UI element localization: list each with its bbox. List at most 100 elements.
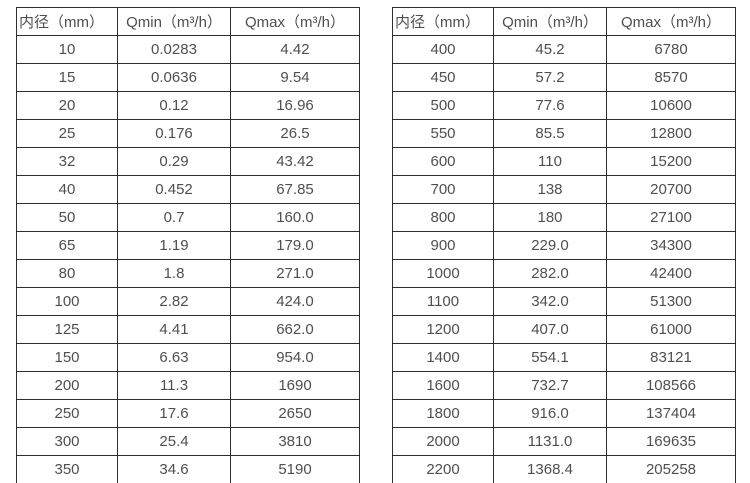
table-cell: 1400 bbox=[392, 343, 494, 372]
table-cell: 1131.0 bbox=[493, 427, 607, 456]
table-cell: 282.0 bbox=[493, 259, 607, 288]
table-row: 350 34.6 5190 bbox=[16, 455, 360, 483]
table-cell: 138 bbox=[493, 175, 607, 204]
table-cell: 5190 bbox=[230, 455, 360, 483]
flow-table-small-diameters: 内径（mm） Qmin（m³/h） Qmax（m³/h） 10 0.0283 4.4… bbox=[16, 7, 360, 483]
table-cell: 1000 bbox=[392, 259, 494, 288]
table-row: 700 138 20700 bbox=[392, 175, 736, 204]
header-inner-diameter: 内径（mm） bbox=[392, 7, 494, 36]
table-cell: 2000 bbox=[392, 427, 494, 456]
table-cell: 1368.4 bbox=[493, 455, 607, 483]
table-cell: 180 bbox=[493, 203, 607, 232]
table-cell: 1600 bbox=[392, 371, 494, 400]
table-cell: 900 bbox=[392, 231, 494, 260]
table-cell: 34300 bbox=[606, 231, 736, 260]
table-cell: 67.85 bbox=[230, 175, 360, 204]
table-cell: 450 bbox=[392, 63, 494, 92]
table-cell: 1.19 bbox=[117, 231, 231, 260]
table-cell: 100 bbox=[16, 287, 118, 316]
table-cell: 1800 bbox=[392, 399, 494, 428]
table-cell: 169635 bbox=[606, 427, 736, 456]
table-cell: 9.54 bbox=[230, 63, 360, 92]
table-row: 80 1.8 271.0 bbox=[16, 259, 360, 288]
table-header-row: 内径（mm） Qmin（m³/h） Qmax（m³/h） bbox=[392, 7, 736, 36]
table-cell: 27100 bbox=[606, 203, 736, 232]
table-row: 150 6.63 954.0 bbox=[16, 343, 360, 372]
table-row: 200 11.3 1690 bbox=[16, 371, 360, 400]
table-body-right: 400 45.2 6780 450 57.2 8570 500 77.6 10600 550 85.… bbox=[392, 35, 736, 483]
table-cell: 11.3 bbox=[117, 371, 231, 400]
table-cell: 229.0 bbox=[493, 231, 607, 260]
table-cell: 45.2 bbox=[493, 35, 607, 64]
table-cell: 0.12 bbox=[117, 91, 231, 120]
table-cell: 250 bbox=[16, 399, 118, 428]
table-cell: 0.176 bbox=[117, 119, 231, 148]
table-cell: 80 bbox=[16, 259, 118, 288]
table-cell: 2.82 bbox=[117, 287, 231, 316]
table-cell: 108566 bbox=[606, 371, 736, 400]
table-cell: 50 bbox=[16, 203, 118, 232]
table-row: 1400 554.1 83121 bbox=[392, 343, 736, 372]
table-cell: 85.5 bbox=[493, 119, 607, 148]
table-cell: 32 bbox=[16, 147, 118, 176]
table-cell: 15200 bbox=[606, 147, 736, 176]
table-cell: 271.0 bbox=[230, 259, 360, 288]
table-cell: 200 bbox=[16, 371, 118, 400]
table-cell: 8570 bbox=[606, 63, 736, 92]
table-row: 800 180 27100 bbox=[392, 203, 736, 232]
table-cell: 4.41 bbox=[117, 315, 231, 344]
table-cell: 3810 bbox=[230, 427, 360, 456]
table-cell: 25 bbox=[16, 119, 118, 148]
table-cell: 550 bbox=[392, 119, 494, 148]
table-header-row: 内径（mm） Qmin（m³/h） Qmax（m³/h） bbox=[16, 7, 360, 36]
table-cell: 300 bbox=[16, 427, 118, 456]
table-cell: 350 bbox=[16, 455, 118, 483]
table-row: 1100 342.0 51300 bbox=[392, 287, 736, 316]
table-cell: 160.0 bbox=[230, 203, 360, 232]
table-cell: 0.29 bbox=[117, 147, 231, 176]
table-row: 1800 916.0 137404 bbox=[392, 399, 736, 428]
table-cell: 17.6 bbox=[117, 399, 231, 428]
table-cell: 800 bbox=[392, 203, 494, 232]
header-qmax: Qmax（m³/h） bbox=[606, 7, 736, 36]
table-row: 450 57.2 8570 bbox=[392, 63, 736, 92]
table-cell: 0.452 bbox=[117, 175, 231, 204]
table-cell: 150 bbox=[16, 343, 118, 372]
table-cell: 83121 bbox=[606, 343, 736, 372]
table-cell: 61000 bbox=[606, 315, 736, 344]
table-cell: 10600 bbox=[606, 91, 736, 120]
table-cell: 10 bbox=[16, 35, 118, 64]
table-row: 15 0.0636 9.54 bbox=[16, 63, 360, 92]
table-cell: 916.0 bbox=[493, 399, 607, 428]
table-cell: 600 bbox=[392, 147, 494, 176]
table-cell: 40 bbox=[16, 175, 118, 204]
table-row: 550 85.5 12800 bbox=[392, 119, 736, 148]
table-cell: 205258 bbox=[606, 455, 736, 483]
table-cell: 125 bbox=[16, 315, 118, 344]
table-cell: 57.2 bbox=[493, 63, 607, 92]
table-row: 1200 407.0 61000 bbox=[392, 315, 736, 344]
table-cell: 43.42 bbox=[230, 147, 360, 176]
table-cell: 26.5 bbox=[230, 119, 360, 148]
table-cell: 137404 bbox=[606, 399, 736, 428]
table-cell: 4.42 bbox=[230, 35, 360, 64]
table-cell: 12800 bbox=[606, 119, 736, 148]
table-row: 50 0.7 160.0 bbox=[16, 203, 360, 232]
table-cell: 0.0636 bbox=[117, 63, 231, 92]
table-row: 300 25.4 3810 bbox=[16, 427, 360, 456]
flow-table-large-diameters: 内径（mm） Qmin（m³/h） Qmax（m³/h） 400 45.2 6780… bbox=[392, 7, 736, 483]
table-cell: 400 bbox=[392, 35, 494, 64]
table-cell: 15 bbox=[16, 63, 118, 92]
table-cell: 110 bbox=[493, 147, 607, 176]
table-cell: 25.4 bbox=[117, 427, 231, 456]
table-row: 65 1.19 179.0 bbox=[16, 231, 360, 260]
header-inner-diameter: 内径（mm） bbox=[16, 7, 118, 36]
table-row: 40 0.452 67.85 bbox=[16, 175, 360, 204]
table-row: 2000 1131.0 169635 bbox=[392, 427, 736, 456]
table-row: 20 0.12 16.96 bbox=[16, 91, 360, 120]
table-cell: 2650 bbox=[230, 399, 360, 428]
table-cell: 407.0 bbox=[493, 315, 607, 344]
table-cell: 662.0 bbox=[230, 315, 360, 344]
table-cell: 0.7 bbox=[117, 203, 231, 232]
